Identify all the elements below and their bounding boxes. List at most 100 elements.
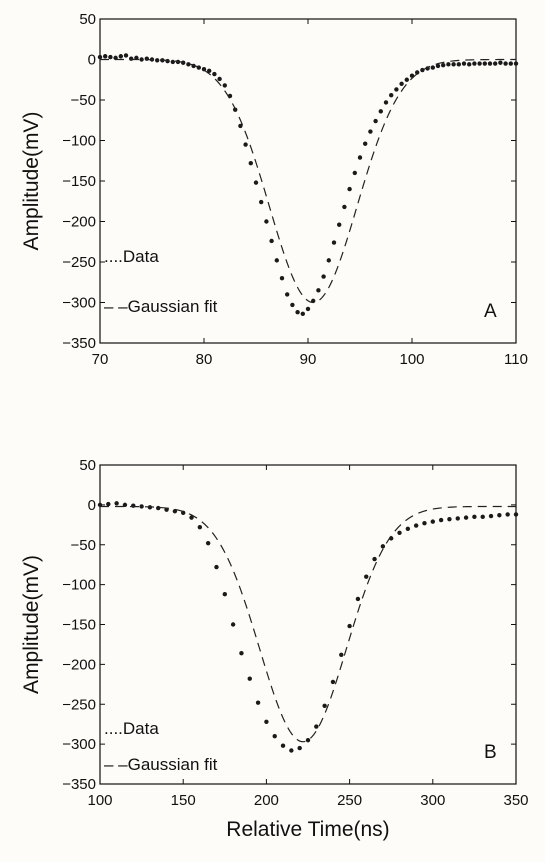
data-point [156, 505, 161, 511]
y-tick-label: −200 [62, 656, 96, 673]
data-point [455, 516, 460, 521]
y-axis-label: Amplitude(mV) [20, 555, 43, 694]
panel-a: 70 80 90 100 110 50 0 −50 −100 −150 −200 −250 −300 −3… [20, 11, 528, 368]
data-point [467, 62, 472, 67]
y-tick-label: −350 [62, 776, 96, 793]
data-point [397, 530, 402, 535]
data-point [300, 311, 305, 317]
data-point [314, 724, 319, 729]
data-point [372, 556, 377, 562]
x-tick-label: 150 [171, 792, 196, 809]
x-tick-label: 110 [504, 351, 528, 368]
data-point [435, 63, 441, 69]
data-point [352, 170, 357, 176]
legend-entry-gaussian-fit: – –Gaussian fit [104, 755, 218, 774]
y-tick-label: 0 [88, 497, 96, 514]
data-point [355, 596, 361, 602]
data-point [289, 748, 294, 753]
data-point [222, 592, 227, 597]
data-point [165, 58, 170, 64]
data-point [347, 623, 352, 629]
data-point [373, 118, 378, 124]
data-point [337, 222, 342, 227]
data-point [239, 651, 244, 656]
y-tick-label: −50 [71, 537, 96, 554]
plot-frame [99, 464, 517, 785]
data-point [405, 526, 411, 531]
data-point [123, 53, 129, 58]
data-point [97, 54, 103, 60]
x-tick-label: 100 [87, 792, 112, 809]
data-point [316, 288, 321, 293]
legend-entry-data: ....Data [104, 719, 159, 738]
data-point [480, 514, 485, 520]
data-point [508, 61, 513, 66]
data-point [106, 501, 111, 507]
x-tick-label: 250 [337, 792, 362, 809]
data-point [108, 54, 113, 60]
data-point [217, 76, 222, 82]
y-tick-label: −200 [62, 214, 96, 231]
data-point [430, 65, 435, 70]
data-point [269, 238, 274, 244]
data-point [131, 503, 136, 508]
data-point [264, 719, 269, 724]
data-point [438, 517, 444, 523]
data-point [413, 523, 419, 528]
data-point [380, 544, 386, 549]
x-tick-label: 80 [196, 351, 213, 368]
data-point [488, 513, 494, 519]
data-point [463, 515, 469, 520]
data-point [513, 61, 519, 66]
data-point [285, 292, 290, 297]
data-point [247, 676, 252, 681]
x-tick-label: 70 [92, 351, 109, 368]
y-tick-label: 50 [79, 11, 96, 28]
data-point [297, 745, 302, 751]
data-point [279, 276, 285, 281]
y-tick-label: −100 [62, 577, 96, 594]
data-point [114, 501, 119, 506]
data-point [243, 142, 248, 147]
panel-label: A [484, 301, 497, 322]
y-tick-label: −100 [62, 133, 96, 150]
y-tick-label: −250 [62, 254, 96, 271]
y-tick-label: −150 [62, 173, 96, 190]
x-tick-label: 350 [503, 792, 528, 809]
data-point [255, 700, 261, 705]
data-point [363, 141, 368, 146]
data-point [186, 62, 191, 67]
gaussian-fit-line [100, 505, 516, 743]
panel-b: 100 150 200 250 300 350 50 0 −50 −100 −150 −200 −250… [20, 457, 529, 841]
gaussian-fit-line [100, 58, 516, 304]
data-point [280, 743, 286, 748]
data-point [238, 123, 243, 129]
data-point [207, 68, 212, 74]
data-point [383, 100, 389, 105]
data-point [326, 258, 331, 263]
data-point [456, 62, 461, 67]
x-tick-label: 90 [300, 351, 317, 368]
data-point [498, 60, 503, 65]
y-tick-label: −250 [62, 696, 96, 713]
data-point [342, 204, 347, 210]
data-point [129, 56, 134, 61]
data-point [197, 525, 203, 530]
data-point [447, 517, 452, 522]
panel-label: B [484, 742, 497, 763]
data-point [513, 512, 519, 517]
data-point [212, 71, 217, 77]
data-point [446, 62, 451, 67]
data-point [170, 59, 175, 65]
data-point [272, 733, 277, 739]
data-point [305, 737, 311, 743]
y-tick-label: −50 [71, 92, 96, 109]
legend-entry-data: ....Data [104, 247, 159, 266]
y-tick-label: −300 [62, 736, 96, 753]
data-point [222, 83, 227, 88]
data-point [378, 109, 383, 114]
data-point [205, 540, 211, 546]
data-point [259, 199, 264, 205]
